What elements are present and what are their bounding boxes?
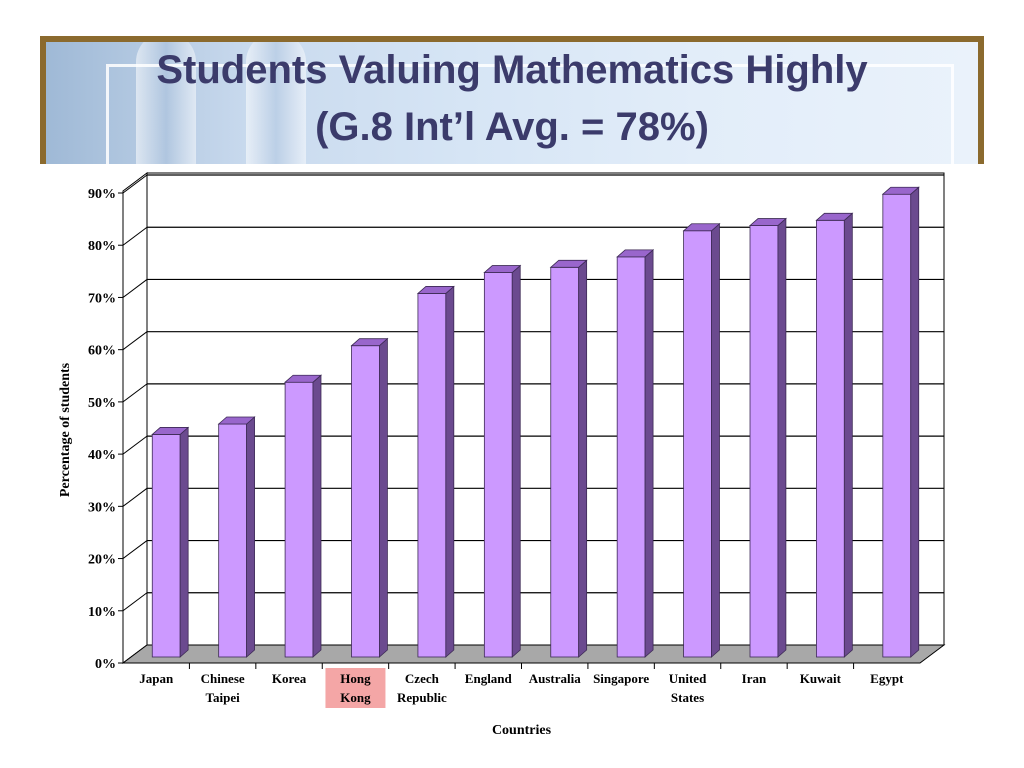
gridline-depth bbox=[122, 487, 148, 507]
y-tick-label: 70% bbox=[88, 291, 116, 306]
x-tick-label: Japan bbox=[139, 671, 174, 686]
bar bbox=[749, 225, 779, 658]
gridline-depth bbox=[122, 592, 148, 612]
bar-top bbox=[549, 259, 588, 268]
bar-top bbox=[350, 338, 389, 347]
bar bbox=[151, 434, 181, 658]
bar-top bbox=[815, 212, 854, 221]
gridline-depth bbox=[122, 174, 148, 194]
title-banner bbox=[40, 36, 984, 164]
gridline-depth bbox=[122, 279, 148, 298]
bar-side bbox=[578, 259, 588, 658]
bar bbox=[351, 345, 380, 658]
bar-side bbox=[777, 217, 787, 658]
x-tick-label: Republic bbox=[397, 690, 447, 705]
bar bbox=[417, 293, 447, 658]
bar-side bbox=[312, 374, 322, 658]
bar-side bbox=[246, 416, 255, 658]
bar-top bbox=[284, 374, 323, 383]
x-tick-label: Egypt bbox=[870, 671, 904, 686]
bar-top bbox=[483, 265, 522, 273]
bar-top bbox=[151, 427, 190, 435]
bar bbox=[218, 423, 247, 658]
x-tick-label: United bbox=[669, 671, 707, 686]
x-tick-label: Australia bbox=[529, 671, 582, 686]
bar-top bbox=[416, 286, 455, 294]
highlight-box bbox=[325, 668, 386, 708]
bar bbox=[683, 230, 712, 658]
bar bbox=[816, 219, 845, 658]
banner-frame bbox=[106, 64, 954, 164]
y-tick-label: 0% bbox=[95, 657, 116, 672]
bar bbox=[483, 272, 513, 658]
page-subtitle: (G.8 Int’l Avg. = 78%) bbox=[315, 105, 709, 149]
x-tick-label: Hong bbox=[340, 671, 371, 686]
x-tick-label: Singapore bbox=[593, 671, 649, 686]
bar-top bbox=[748, 218, 787, 226]
y-tick-label: 20% bbox=[88, 553, 116, 568]
bar-top bbox=[682, 223, 721, 232]
x-tick-label: Korea bbox=[272, 671, 307, 686]
bar-side bbox=[179, 426, 189, 658]
bar-side bbox=[445, 285, 455, 658]
x-tick-label: England bbox=[465, 671, 513, 686]
y-tick-label: 40% bbox=[88, 448, 116, 463]
x-tick-label: Taipei bbox=[206, 690, 241, 705]
y-tick-label: 80% bbox=[88, 239, 116, 254]
page-title: Students Valuing Mathematics Highly bbox=[156, 48, 868, 92]
plot-back-wall bbox=[146, 172, 945, 646]
y-tick-label: 90% bbox=[88, 187, 116, 202]
bar bbox=[882, 193, 912, 658]
gridline-depth bbox=[122, 331, 148, 351]
y-axis-title: Percentage of students bbox=[58, 362, 73, 497]
bar bbox=[550, 266, 580, 658]
y-tick-label: 50% bbox=[88, 396, 116, 411]
gridline-depth bbox=[122, 383, 148, 403]
x-tick-label: Iran bbox=[742, 671, 767, 686]
x-tick-label: Czech bbox=[405, 671, 440, 686]
x-tick-label: Kong bbox=[340, 690, 371, 705]
y-tick-label: 60% bbox=[88, 344, 116, 359]
bar-side bbox=[379, 337, 388, 658]
gridline-depth bbox=[122, 435, 148, 455]
bar-side bbox=[711, 222, 720, 658]
bar bbox=[284, 381, 314, 658]
x-axis-title: Countries bbox=[492, 723, 552, 738]
bar bbox=[616, 256, 646, 658]
plot-left-wall bbox=[122, 172, 148, 664]
y-tick-label: 30% bbox=[88, 500, 116, 515]
bar-top bbox=[881, 186, 920, 195]
bar-top bbox=[616, 249, 655, 258]
banner-background bbox=[46, 42, 978, 164]
bar-top bbox=[217, 416, 256, 425]
x-tick-label: States bbox=[671, 690, 704, 705]
bar-side bbox=[843, 212, 853, 658]
gridline-depth bbox=[122, 226, 148, 246]
gridline-depth bbox=[122, 540, 148, 559]
bar-side bbox=[511, 264, 521, 658]
bar-side bbox=[910, 186, 920, 658]
bar-side bbox=[644, 249, 654, 658]
x-tick-label: Kuwait bbox=[800, 671, 842, 686]
y-tick-label: 10% bbox=[88, 605, 116, 620]
x-tick-label: Chinese bbox=[201, 671, 245, 686]
